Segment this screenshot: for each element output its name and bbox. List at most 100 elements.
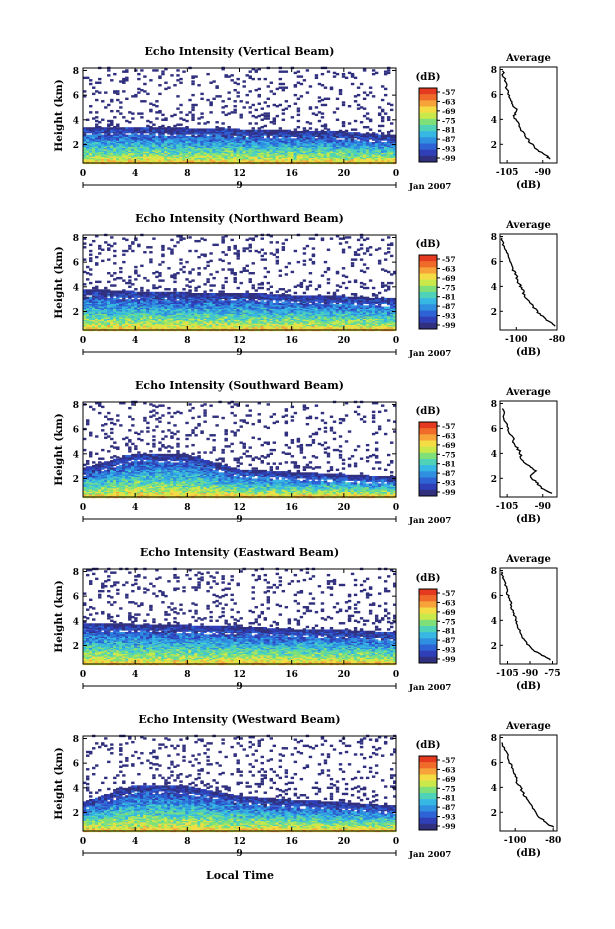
intensity-cell [134,151,138,155]
intensity-cell [191,159,195,162]
intensity-cell [206,159,210,162]
intensity-cell [227,130,231,134]
intensity-cell [206,138,210,141]
intensity-cell [83,151,87,155]
intensity-cell [251,154,255,157]
intensity-cell [212,155,216,158]
intensity-cell [191,151,195,155]
intensity-cell [209,273,213,276]
intensity-cell [170,133,174,136]
intensity-cell [305,151,310,155]
intensity-cell [248,139,252,142]
colorbar-tick-label: -69 [442,107,456,116]
intensity-cell [206,98,210,102]
intensity-cell [269,158,274,161]
intensity-cell [134,156,138,160]
intensity-cell [128,160,132,163]
intensity-cell [140,151,144,155]
intensity-cell [161,128,165,131]
intensity-cell [251,127,255,130]
intensity-cell [368,91,373,94]
intensity-cell [149,130,153,134]
intensity-cell [116,159,120,162]
intensity-cell [95,160,99,163]
intensity-cell [128,154,132,157]
intensity-cell [161,142,165,145]
intensity-cell [215,151,219,155]
intensity-cell [266,149,270,152]
intensity-cell [98,130,102,134]
intensity-cell [281,134,286,138]
intensity-cell [275,135,280,139]
intensity-cell [236,77,240,81]
intensity-cell [233,159,237,162]
intensity-cell [248,134,252,138]
intensity-cell [287,154,292,157]
intensity-cell [146,124,150,128]
intensity-cell [227,133,231,136]
intensity-cell [92,148,96,151]
intensity-cell [122,249,126,253]
intensity-cell [257,114,261,118]
intensity-cell [281,137,286,140]
intensity-cell [185,139,189,142]
intensity-cell [92,135,96,139]
intensity-cell [200,137,204,140]
intensity-cell [125,119,129,123]
intensity-cell [146,140,150,144]
intensity-cell [293,160,298,163]
intensity-cell [239,113,243,117]
intensity-cell [281,144,286,147]
intensity-cell [245,156,249,160]
intensity-cell [146,149,150,152]
intensity-cell [239,154,243,157]
intensity-cell [110,148,114,151]
intensity-cell [140,291,144,295]
intensity-cell [299,135,304,139]
intensity-cell [131,283,135,286]
intensity-cell [95,128,99,131]
intensity-cell [203,238,207,242]
intensity-cell [347,138,352,141]
intensity-cell [197,149,201,152]
intensity-cell [83,153,87,156]
intensity-cell [146,148,150,151]
intensity-cell [176,140,180,144]
intensity-cell [308,156,313,160]
intensity-cell [293,71,298,75]
intensity-cell [128,128,132,131]
intensity-cell [239,144,243,147]
intensity-cell [146,246,150,249]
intensity-cell [179,123,183,126]
intensity-cell [281,130,286,134]
intensity-cell [206,160,210,163]
intensity-cell [89,243,93,247]
intensity-cell [92,154,96,157]
intensity-cell [143,291,147,295]
y-axis-label: Height (km) [53,79,65,151]
intensity-cell [263,138,267,141]
intensity-cell [101,135,105,139]
intensity-cell [191,153,195,156]
intensity-cell [206,121,210,124]
intensity-cell [257,156,261,160]
intensity-cell [212,128,216,131]
intensity-cell [305,140,310,144]
intensity-cell [266,156,270,160]
intensity-cell [176,144,180,147]
intensity-cell [272,158,277,161]
intensity-cell [257,158,261,161]
intensity-cell [176,137,180,140]
colorbar-segment [419,106,437,113]
intensity-cell [248,111,252,114]
intensity-cell [317,130,322,134]
intensity-cell [221,100,225,103]
intensity-cell [107,132,111,135]
intensity-cell [203,299,207,302]
intensity-cell [158,145,162,149]
intensity-cell [305,129,310,133]
intensity-cell [224,132,228,135]
intensity-cell [95,154,99,157]
intensity-cell [179,129,183,133]
intensity-cell [92,142,96,145]
